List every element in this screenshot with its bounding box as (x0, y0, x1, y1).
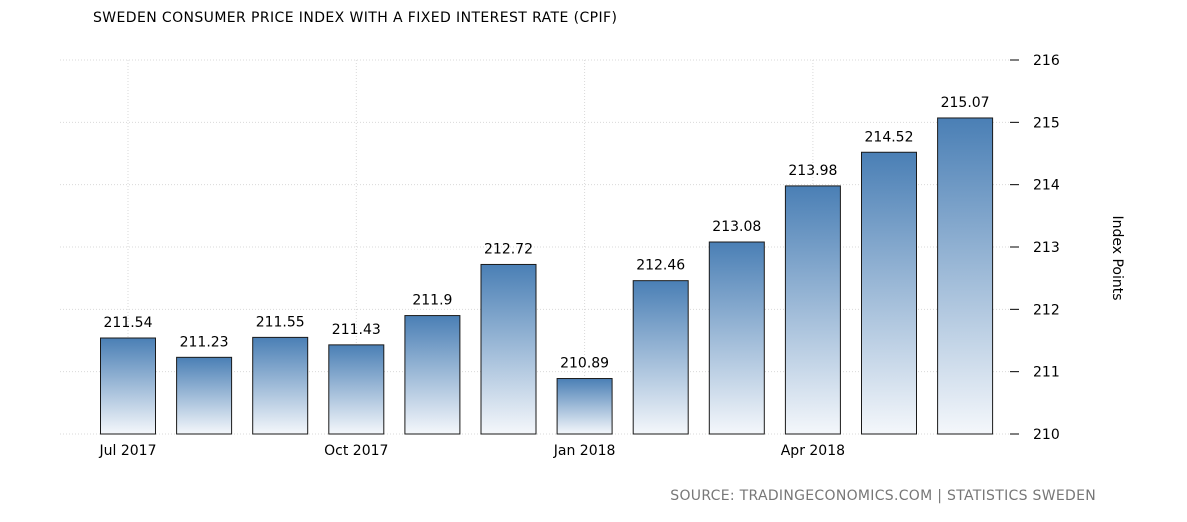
y-tick-label: 210 (1033, 427, 1060, 443)
y-tick-label: 211 (1033, 365, 1060, 381)
bar-value-label: 211.54 (104, 315, 153, 331)
bar-value-label: 213.08 (712, 219, 761, 235)
bar (404, 315, 461, 435)
bar-value-label: 215.07 (941, 95, 990, 111)
y-tick-label: 213 (1033, 240, 1060, 256)
bar-value-label: 210.89 (560, 356, 609, 372)
data-labels: 211.54 211.23 211.55 211.43 211.9 212.72 210.8… (104, 95, 990, 372)
x-tick-label: Jan 2018 (553, 443, 616, 459)
bar (861, 151, 917, 435)
bar (100, 337, 156, 435)
y-tick-label: 215 (1033, 115, 1060, 131)
y-axis-title: Index Points (1109, 215, 1125, 300)
bar (556, 378, 613, 435)
bar-value-label: 212.46 (636, 258, 685, 274)
bar-value-label: 211.9 (412, 293, 452, 309)
chart-source: SOURCE: TRADINGECONOMICS.COM | STATISTIC… (670, 488, 1096, 504)
bar-value-label: 211.23 (180, 334, 229, 350)
y-tick-label: 212 (1033, 302, 1060, 318)
bar-value-label: 211.43 (332, 322, 381, 338)
y-axis: 210 211 212 213 214 215 216 (1010, 53, 1060, 443)
y-tick-label: 216 (1033, 53, 1060, 69)
bar (252, 336, 309, 435)
bar (176, 356, 233, 435)
x-tick-label: Oct 2017 (324, 443, 388, 459)
bars (100, 117, 994, 435)
bar-value-label: 212.72 (484, 241, 533, 257)
bar (480, 263, 537, 435)
bar (632, 280, 689, 435)
y-tick-label: 214 (1033, 178, 1060, 194)
bar (937, 117, 994, 435)
bar-value-label: 211.55 (256, 314, 305, 330)
bar-value-label: 214.52 (865, 129, 914, 145)
bar (784, 185, 841, 435)
x-tick-label: Jul 2017 (99, 443, 157, 459)
x-axis: Jul 2017 Oct 2017 Jan 2018 Apr 2018 (99, 443, 846, 459)
chart-title: SWEDEN CONSUMER PRICE INDEX WITH A FIXED… (93, 10, 618, 26)
bar (328, 344, 385, 435)
bar (708, 241, 765, 435)
x-tick-label: Apr 2018 (781, 443, 845, 459)
bar-value-label: 213.98 (788, 163, 837, 179)
